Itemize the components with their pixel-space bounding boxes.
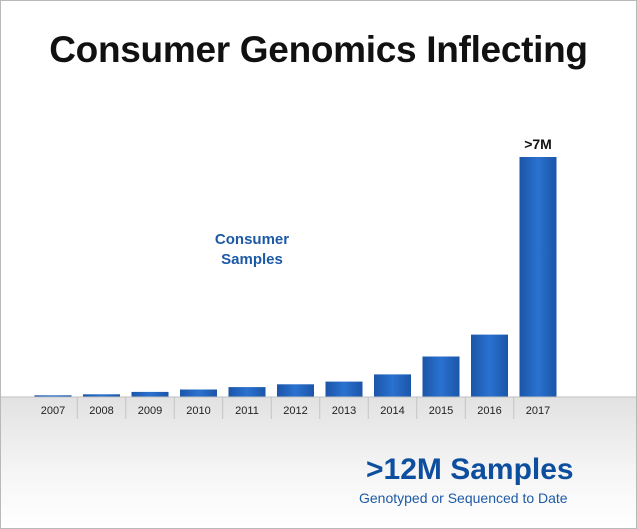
x-tick-label-2009: 2009 — [138, 405, 162, 417]
bar-2016 — [471, 334, 508, 397]
x-tick-label-2010: 2010 — [186, 405, 210, 417]
bar-2014 — [374, 374, 411, 397]
x-tick-label-2007: 2007 — [41, 405, 65, 417]
x-tick-label-2015: 2015 — [429, 405, 453, 417]
summary-headline: >12M Samples — [366, 453, 574, 486]
summary-subline: Genotyped or Sequenced to Date — [359, 490, 568, 506]
bar-2012 — [277, 384, 314, 397]
bar-2011 — [228, 387, 266, 397]
data-label-2017: >7M — [524, 136, 552, 152]
bar-2013 — [325, 381, 363, 397]
chart-title: Consumer Genomics Inflecting — [49, 29, 588, 70]
x-tick-label-2011: 2011 — [235, 405, 259, 417]
x-tick-label-2014: 2014 — [380, 405, 404, 417]
bar-2008 — [83, 394, 120, 397]
x-tick-label-2013: 2013 — [332, 405, 356, 417]
series-label: Consumer Samples — [214, 231, 290, 268]
x-tick-label-2016: 2016 — [477, 405, 501, 417]
bar-2017 — [519, 157, 557, 397]
x-tick-label-2012: 2012 — [283, 405, 307, 417]
bar-2007 — [34, 395, 72, 397]
x-tick-label-2017: 2017 — [526, 405, 550, 417]
bar-2009 — [131, 391, 169, 397]
bar-2010 — [180, 389, 217, 397]
bar-2015 — [422, 356, 460, 397]
x-tick-label-2008: 2008 — [89, 405, 113, 417]
